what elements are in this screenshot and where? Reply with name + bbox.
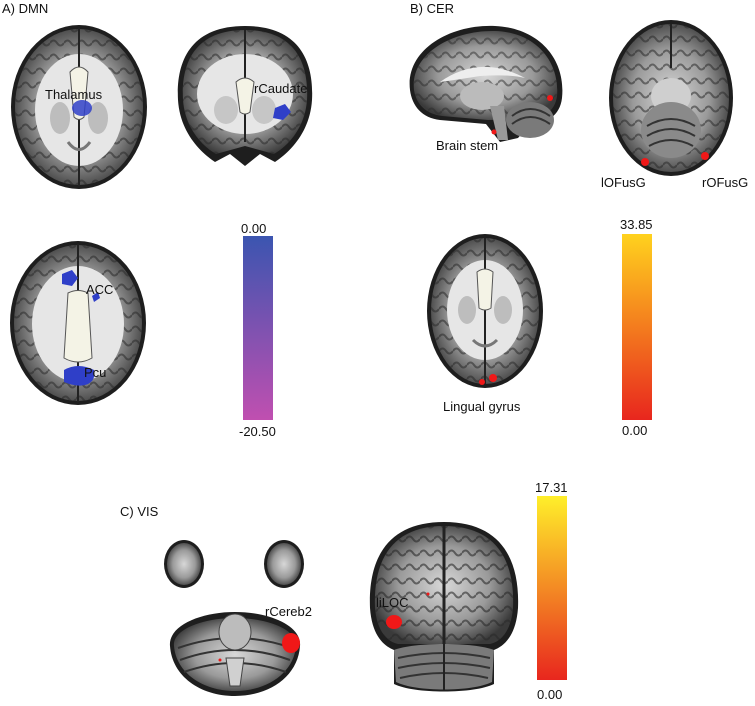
label-rcaudate: rCaudate [254, 81, 308, 96]
colorbar-cer-max: 33.85 [620, 217, 653, 232]
colorbar-dmn [243, 236, 273, 420]
dmn-coronal-slice [170, 22, 320, 170]
colorbar-vis-max: 17.31 [535, 480, 568, 495]
label-liloc: liLOC [376, 595, 409, 610]
colorbar-cer [622, 234, 652, 420]
label-brain-stem: Brain stem [436, 138, 499, 153]
panel-label-vis: C) VIS [120, 504, 159, 519]
vis-coronal-slice [364, 518, 524, 694]
label-rofusg: rOFusG [702, 175, 749, 190]
label-thalamus: Thalamus [45, 87, 103, 102]
label-lingual-gyrus: Lingual gyrus [443, 399, 521, 414]
label-rcereb2: rCereb2 [265, 604, 312, 619]
vis-cerebellum-slice [160, 536, 310, 700]
colorbar-cer-min: 0.00 [622, 423, 648, 438]
cer-sagittal-slice [400, 20, 568, 145]
label-pcu: Pcu [84, 365, 107, 380]
label-acc: ACC [86, 282, 114, 297]
dmn-axial-slice-1 [8, 22, 150, 192]
colorbar-dmn-min: -20.50 [239, 424, 276, 439]
label-lofusg: lOFusG [601, 175, 646, 190]
cer-axial-slice-1 [607, 18, 735, 178]
cer-axial-slice-2 [425, 232, 545, 390]
colorbar-vis [537, 496, 567, 680]
colorbar-dmn-max: 0.00 [241, 221, 267, 236]
panel-label-cer: B) CER [410, 1, 455, 16]
colorbar-vis-min: 0.00 [537, 687, 563, 702]
panel-label-dmn: A) DMN [2, 1, 49, 16]
dmn-axial-slice-2 [6, 238, 150, 408]
